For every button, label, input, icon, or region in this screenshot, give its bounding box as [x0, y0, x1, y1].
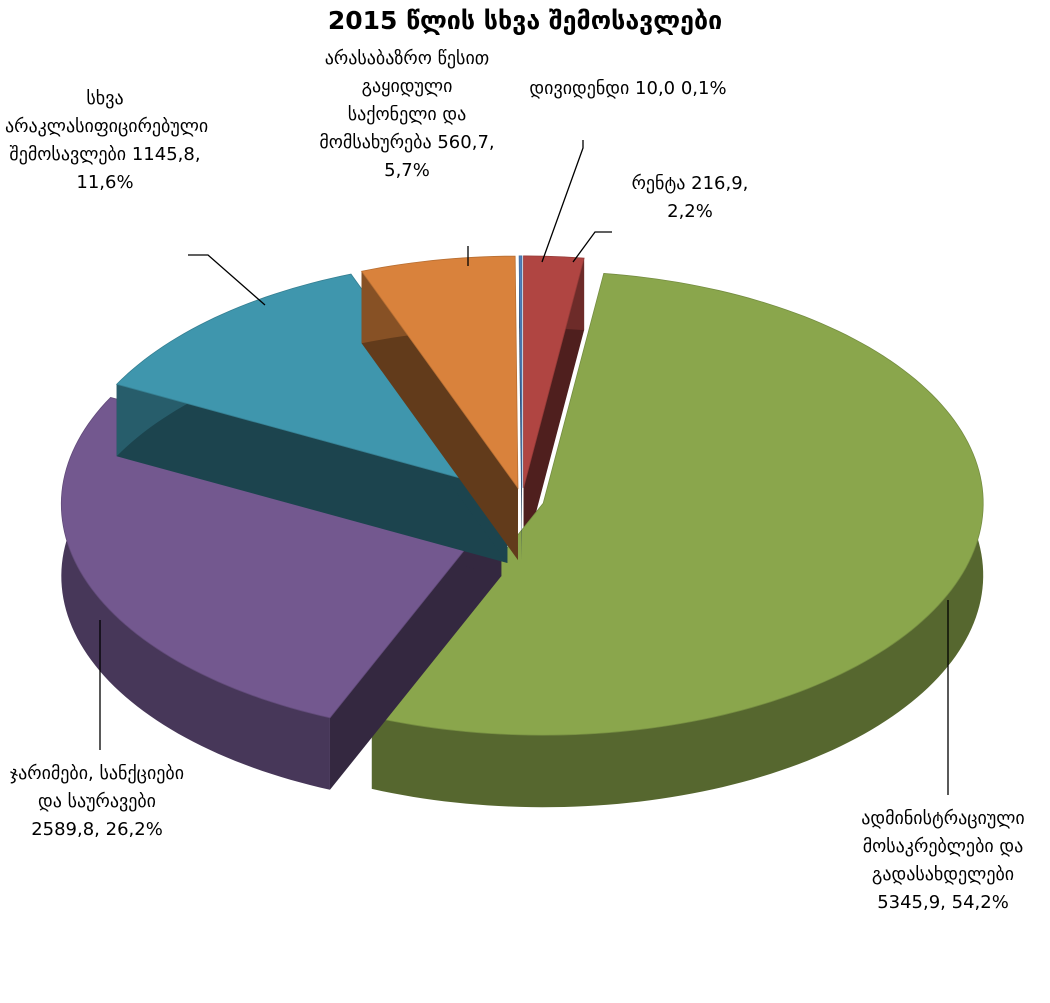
pie-slice: [518, 255, 523, 560]
chart-title: 2015 წლის სხვა შემოსავლები: [327, 6, 723, 35]
value-label: 10,0 0,1%: [635, 78, 727, 99]
slice-top: [360, 255, 519, 490]
category-name: სხვა არაკლასიფიცირებული შემოსავლები: [5, 88, 209, 165]
slice-wall: [523, 258, 585, 560]
value-label: 5345,9, 54,2%: [877, 891, 1009, 913]
value-label: 560,7, 5,7%: [384, 131, 495, 181]
slice-wall: [329, 504, 502, 790]
value-label: 1145,8, 11,6%: [76, 143, 201, 193]
slice-top: [371, 272, 984, 736]
slice-side: [371, 273, 984, 808]
data-label: რენტა 216,9, 2,2%: [615, 170, 765, 226]
slice-wall: [116, 384, 508, 563]
pie-slice: [360, 255, 519, 561]
slice-top: [518, 255, 523, 488]
data-label: სხვა არაკლასიფიცირებული შემოსავლები 1145…: [5, 85, 209, 197]
data-label: ჯარიმები, სანქციები და საურავები 2589,8,…: [7, 760, 187, 844]
pie-slice: [523, 255, 585, 560]
data-label: დივიდენდი 10,0 0,1%: [513, 75, 743, 103]
slice-wall: [361, 271, 518, 561]
category-name: არასაბაზრო წესით გაყიდული საქონელი და მო…: [319, 48, 490, 153]
category-name: დივიდენდი: [529, 78, 630, 99]
category-name: რენტა: [631, 173, 686, 194]
leader-line: [572, 231, 612, 263]
leader-line: [541, 140, 584, 263]
slice-side: [61, 397, 330, 790]
data-label: არასაბაზრო წესით გაყიდული საქონელი და მო…: [317, 45, 497, 184]
category-name: ადმინისტრაციული მოსაკრებლები და გადასახდ…: [861, 808, 1025, 885]
data-label: ადმინისტრაციული მოსაკრებლები და გადასახდ…: [838, 805, 1048, 917]
leader-line: [188, 254, 266, 306]
slice-top: [115, 273, 509, 492]
slice-top: [523, 255, 585, 489]
value-label: 216,9, 2,2%: [667, 173, 749, 222]
value-label: 2589,8, 26,2%: [31, 818, 163, 840]
category-name: ჯარიმები, სანქციები და საურავები: [9, 763, 185, 812]
